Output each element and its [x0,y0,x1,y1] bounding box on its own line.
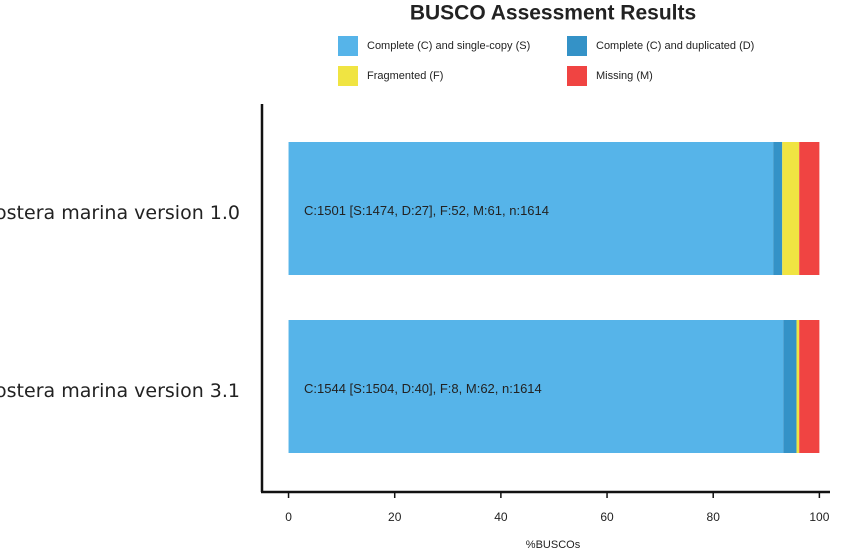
x-tick-label: 80 [707,510,721,524]
legend-swatch [338,66,358,86]
legend-label: Missing (M) [596,70,653,82]
bar-segment [799,320,820,453]
bar-annotation: C:1544 [S:1504, D:40], F:8, M:62, n:1614 [304,381,542,396]
y-tick-label: Zostera marina version 3.1 [0,380,240,402]
bar-annotation: C:1501 [S:1474, D:27], F:52, M:61, n:161… [304,203,549,218]
legend-label: Complete (C) and duplicated (D) [596,40,754,52]
bar-segment [288,320,784,453]
x-tick-label: 40 [494,510,508,524]
x-tick-label: 0 [285,510,292,524]
legend-swatch [338,36,358,56]
x-tick-label: 20 [388,510,402,524]
legend-label: Fragmented (F) [367,70,443,82]
chart-title: BUSCO Assessment Results [410,2,696,25]
x-tick-label: 60 [600,510,614,524]
legend-swatch [567,36,587,56]
y-tick-label: Zostera marina version 1.0 [0,202,240,224]
x-axis-label: %BUSCOs [526,539,581,551]
bar-segment [783,320,797,453]
bar-segment [773,142,783,275]
bar-segment [288,142,774,275]
legend-swatch [567,66,587,86]
bar-segment [799,142,820,275]
x-tick-label: 100 [809,510,829,524]
legend-label: Complete (C) and single-copy (S) [367,40,530,52]
bar-segment [782,142,800,275]
bar-segment [796,320,800,453]
